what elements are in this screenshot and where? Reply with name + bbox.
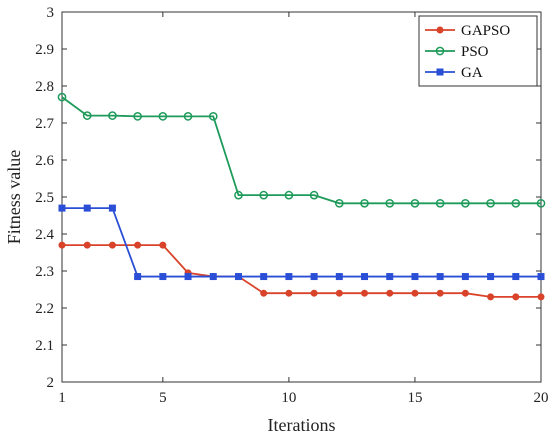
y-tick-label: 2.6 <box>35 153 54 169</box>
gapso-point <box>134 241 142 249</box>
y-tick-label: 2.8 <box>35 79 54 95</box>
legend-marker-gapso <box>436 26 444 34</box>
pso-point <box>461 198 470 208</box>
ga-point <box>537 273 545 281</box>
legend-label-gapso: GAPSO <box>461 23 510 39</box>
legend-label-ga: GA <box>461 65 483 81</box>
gapso-point <box>436 289 444 297</box>
gapso-point <box>260 289 268 297</box>
x-tick-label: 20 <box>534 390 549 406</box>
legend-item-ga: GA <box>425 65 483 81</box>
y-tick-label: 2.5 <box>35 190 54 206</box>
legend-marker-ga <box>436 68 444 76</box>
y-tick-label: 2.2 <box>35 301 54 317</box>
y-tick-label: 2 <box>47 375 55 391</box>
legend-item-pso: PSO <box>425 44 489 60</box>
ga-point <box>487 273 495 281</box>
series-ga <box>58 204 545 281</box>
ga-point <box>159 273 167 281</box>
y-axis-label: Fitness value <box>4 150 24 245</box>
pso-point <box>511 198 521 208</box>
gapso-point <box>83 241 91 249</box>
series-pso <box>57 92 546 208</box>
x-axis-label: Iterations <box>268 415 336 435</box>
ga-point <box>184 273 192 281</box>
gapso-point <box>335 289 343 297</box>
gapso-point <box>537 293 545 301</box>
pso-point <box>410 198 420 208</box>
pso-point <box>82 111 92 120</box>
gapso-point <box>512 293 520 301</box>
ga-point <box>361 273 369 281</box>
ga-point <box>260 273 268 281</box>
pso-point <box>284 190 294 200</box>
x-tick-label: 1 <box>58 390 66 406</box>
pso-point <box>486 198 495 208</box>
pso-point <box>158 111 168 121</box>
gapso-point <box>487 293 495 301</box>
ga-point <box>234 273 242 281</box>
y-tick-label: 2.1 <box>35 338 54 354</box>
legend-marker-pso <box>435 46 445 56</box>
ga-point <box>335 273 343 281</box>
pso-point <box>259 190 269 200</box>
pso-point <box>309 190 319 200</box>
pso-point <box>435 198 445 208</box>
pso-point <box>385 198 395 208</box>
x-tick-label: 15 <box>407 390 422 406</box>
gapso-point <box>310 289 318 297</box>
ga-line <box>62 207 541 278</box>
pso-point <box>183 111 193 121</box>
gapso-point <box>461 289 469 297</box>
y-tick-label: 3 <box>47 5 55 21</box>
ga-point <box>83 204 91 212</box>
ga-point <box>134 273 142 281</box>
y-tick-label: 2.3 <box>35 264 54 280</box>
pso-point <box>208 111 218 121</box>
x-tick-label: 10 <box>281 390 296 406</box>
gapso-point <box>108 241 116 249</box>
ga-point <box>310 273 318 281</box>
gapso-line <box>62 244 541 298</box>
ga-point <box>461 273 469 281</box>
ga-point <box>386 273 394 281</box>
pso-point <box>360 198 369 208</box>
pso-point <box>536 198 546 208</box>
ga-point <box>512 273 520 281</box>
legend: GAPSO PSO GA <box>418 15 538 87</box>
ga-point <box>58 204 66 212</box>
ga-point <box>285 273 293 281</box>
pso-point <box>234 190 243 200</box>
y-tick-label: 2.4 <box>35 227 54 243</box>
ga-point <box>108 204 116 212</box>
ga-point <box>411 273 419 281</box>
ga-point <box>209 273 217 281</box>
pso-point <box>108 111 117 120</box>
legend-label-pso: PSO <box>461 44 489 60</box>
gapso-point <box>159 241 167 249</box>
gapso-point <box>386 289 394 297</box>
ga-point <box>436 273 444 281</box>
pso-point <box>133 111 142 121</box>
legend-item-gapso: GAPSO <box>425 23 510 39</box>
y-tick-label: 2.7 <box>35 116 54 132</box>
y-tick-label: 2.9 <box>35 42 54 58</box>
gapso-point <box>285 289 293 297</box>
pso-point <box>334 198 344 208</box>
pso-point <box>57 92 67 102</box>
gapso-point <box>58 241 66 249</box>
x-tick-label: 5 <box>159 390 167 406</box>
gapso-point <box>361 289 369 297</box>
gapso-point <box>411 289 419 297</box>
